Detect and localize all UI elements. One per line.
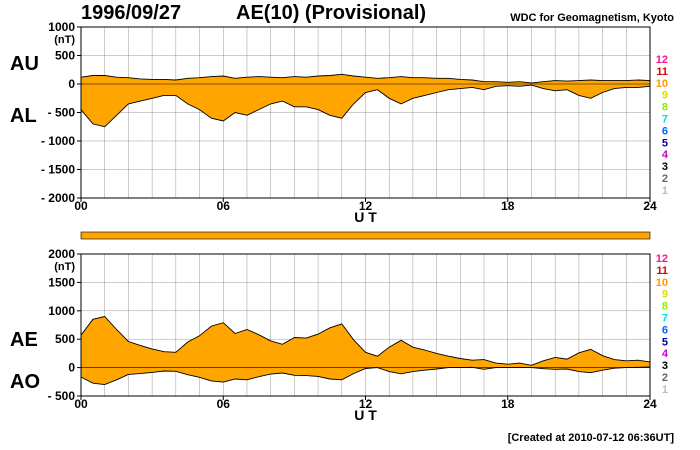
station-count-label: 8 — [662, 102, 668, 114]
side-label-al: AL — [10, 105, 37, 127]
side-label-au: AU — [10, 53, 39, 75]
station-count-label: 5 — [662, 137, 668, 149]
y-tick-label: 0 — [68, 361, 75, 375]
station-count-label: 4 — [662, 348, 669, 360]
y-tick-label: - 500 — [48, 389, 76, 403]
plot-title: AE(10) (Provisional) — [236, 2, 427, 24]
x-axis-label: U T — [354, 407, 377, 423]
y-tick-label: - 1500 — [41, 163, 75, 177]
y-tick-label: - 1000 — [41, 134, 75, 148]
station-count-label: 3 — [662, 161, 668, 173]
station-count-label: 3 — [662, 360, 668, 372]
side-label-ae: AE — [10, 329, 38, 351]
data-source: WDC for Geomagnetism, Kyoto — [510, 12, 674, 24]
station-count-label: 1 — [662, 384, 668, 396]
x-tick-label: 18 — [501, 199, 515, 213]
x-tick-label: 06 — [217, 199, 231, 213]
created-timestamp: [Created at 2010-07-12 06:36UT] — [507, 432, 674, 444]
station-count-label: 9 — [662, 90, 668, 102]
station-count-label: 4 — [662, 149, 669, 161]
series-line-ao — [80, 366, 651, 386]
station-count-label: 7 — [662, 313, 668, 325]
series-line-au — [80, 73, 651, 84]
series-line-ae — [80, 316, 651, 366]
side-label-ao: AO — [10, 371, 40, 393]
station-count-label: 12 — [656, 54, 668, 66]
station-count-label: 5 — [662, 336, 668, 348]
station-count-label: 11 — [656, 66, 668, 78]
station-count-label: 12 — [656, 253, 668, 265]
station-count-label: 2 — [662, 372, 668, 384]
station-count-label: 7 — [662, 114, 668, 126]
y-tick-label: 1000 — [48, 20, 75, 34]
station-count-label: 8 — [662, 301, 668, 313]
y-tick-label: 2000 — [48, 247, 75, 261]
x-tick-label: 12 — [359, 397, 373, 411]
x-tick-label: 24 — [643, 397, 657, 411]
station-count-label: 6 — [662, 125, 668, 137]
y-tick-label: 0 — [68, 77, 75, 91]
x-tick-label: 12 — [359, 199, 373, 213]
y-tick-label: - 500 — [48, 106, 76, 120]
x-axis-label: U T — [354, 209, 377, 225]
y-tick-label: - 2000 — [41, 191, 75, 205]
y-tick-label: 1500 — [48, 275, 75, 289]
divider-bar — [80, 231, 651, 240]
y-units-label: (nT) — [54, 261, 75, 273]
station-count-label: 1 — [662, 185, 668, 197]
y-tick-label: 500 — [55, 332, 75, 346]
station-count-label: 9 — [662, 289, 668, 301]
plot-date: 1996/09/27 — [81, 2, 182, 24]
station-count-label: 2 — [662, 173, 668, 185]
x-tick-label: 06 — [217, 397, 231, 411]
y-tick-label: 1000 — [48, 304, 75, 318]
x-tick-label: 24 — [643, 199, 657, 213]
y-tick-label: 500 — [55, 49, 75, 63]
station-count-label: 11 — [656, 265, 668, 277]
station-count-label: 10 — [656, 78, 668, 90]
series-line-al — [80, 84, 651, 128]
station-count-label: 6 — [662, 324, 668, 336]
x-tick-label: 00 — [74, 397, 88, 411]
x-tick-label: 00 — [74, 199, 88, 213]
y-units-label: (nT) — [54, 34, 75, 46]
station-count-label: 10 — [656, 277, 668, 289]
envelope-fill — [81, 74, 650, 127]
x-tick-label: 18 — [501, 397, 515, 411]
panel-au-al: 1000 500 0 - 500 - 1000 - 1500 - 2000 (nT) 00 06 1… — [10, 20, 669, 225]
